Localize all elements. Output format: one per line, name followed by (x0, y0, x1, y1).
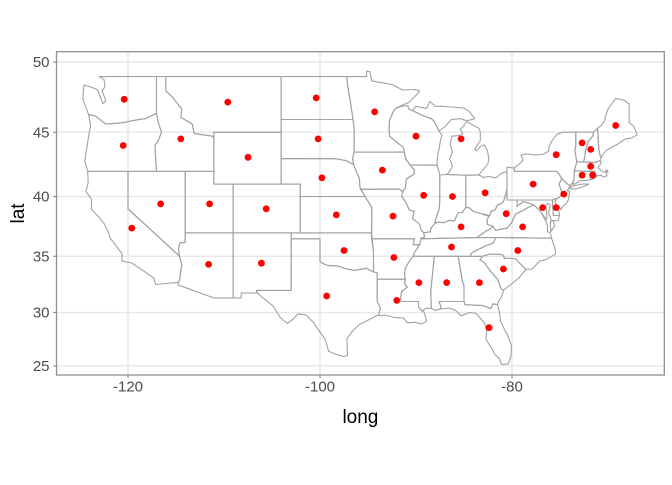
data-point-ND (312, 94, 320, 102)
data-point-TN (448, 243, 455, 251)
data-point-RI (589, 171, 596, 179)
y-tick-label-25: 25 (33, 358, 50, 375)
data-point-UT (206, 200, 214, 208)
state-outline-arizona (177, 232, 234, 299)
data-point-KS (332, 211, 340, 219)
data-point-IL (420, 191, 428, 199)
state-outline-michigan-upper-peninsula (411, 100, 476, 132)
data-point-SD (314, 135, 322, 143)
state-outline-maine (597, 98, 638, 159)
data-point-DE (552, 204, 560, 212)
state-outline-wisconsin (388, 105, 443, 166)
state-outline-new-jersey (554, 178, 571, 211)
panel-border (55, 51, 665, 376)
data-point-FL (485, 324, 493, 332)
y-tick-label-50: 50 (33, 54, 50, 71)
y-tick-label-35: 35 (33, 249, 50, 266)
data-point-AZ (205, 261, 213, 268)
data-point-AL (443, 279, 451, 286)
x-tick-label--120: -120 (113, 379, 143, 396)
data-point-WY (244, 153, 252, 161)
state-outline-michigan-lower-peninsula (446, 121, 490, 176)
data-point-PA (529, 180, 537, 188)
state-outline-north-carolina (469, 236, 557, 270)
data-point-OH (481, 189, 489, 197)
data-point-TX (323, 292, 331, 300)
data-point-ME (612, 122, 620, 129)
data-point-OK (340, 247, 348, 254)
data-point-KY (457, 223, 465, 231)
data-point-SC (500, 265, 507, 273)
state-outline-long-island (568, 183, 590, 190)
y-axis-title: lat (8, 203, 29, 224)
data-point-MD (539, 204, 547, 212)
data-point-MO (389, 212, 397, 220)
data-point-MT (224, 98, 232, 106)
gridlines-layer (56, 51, 665, 375)
data-point-NJ (560, 190, 568, 198)
data-point-OR (119, 142, 127, 149)
axes-layer: -120 -100 -80 25 30 35 40 45 50 (33, 54, 523, 395)
state-outline-florida (438, 300, 513, 365)
data-point-WI (412, 132, 420, 140)
data-point-CT (578, 171, 586, 179)
data-point-ID (177, 135, 185, 143)
y-tick-label-30: 30 (33, 305, 50, 322)
data-point-VA (519, 223, 526, 231)
data-point-MI (457, 135, 465, 143)
data-point-AR (390, 254, 398, 261)
state-outlines-layer (82, 70, 638, 365)
x-tick-label--80: -80 (501, 379, 523, 396)
data-point-WV (502, 210, 510, 218)
data-point-IA (379, 166, 386, 174)
data-point-NV (157, 200, 165, 208)
x-tick-label--100: -100 (305, 379, 335, 396)
x-axis-title: long (342, 407, 378, 428)
data-point-WA (120, 95, 128, 103)
data-point-MN (371, 108, 379, 116)
data-point-CO (262, 205, 270, 213)
data-point-NC (514, 247, 522, 254)
data-point-GA (476, 279, 483, 286)
data-points-layer (119, 94, 620, 332)
state-outline-texas (255, 238, 382, 358)
data-point-IN (449, 193, 456, 200)
data-point-NM (258, 259, 265, 267)
y-tick-label-45: 45 (33, 124, 50, 141)
data-point-NH (587, 146, 595, 153)
data-point-MA (587, 162, 595, 170)
data-point-NE (318, 174, 326, 182)
data-point-MS (415, 279, 423, 286)
data-point-CA (128, 224, 136, 232)
data-point-LA (393, 297, 401, 304)
data-point-VT (578, 139, 586, 147)
data-point-NY (552, 151, 560, 159)
y-tick-label-40: 40 (33, 189, 50, 206)
